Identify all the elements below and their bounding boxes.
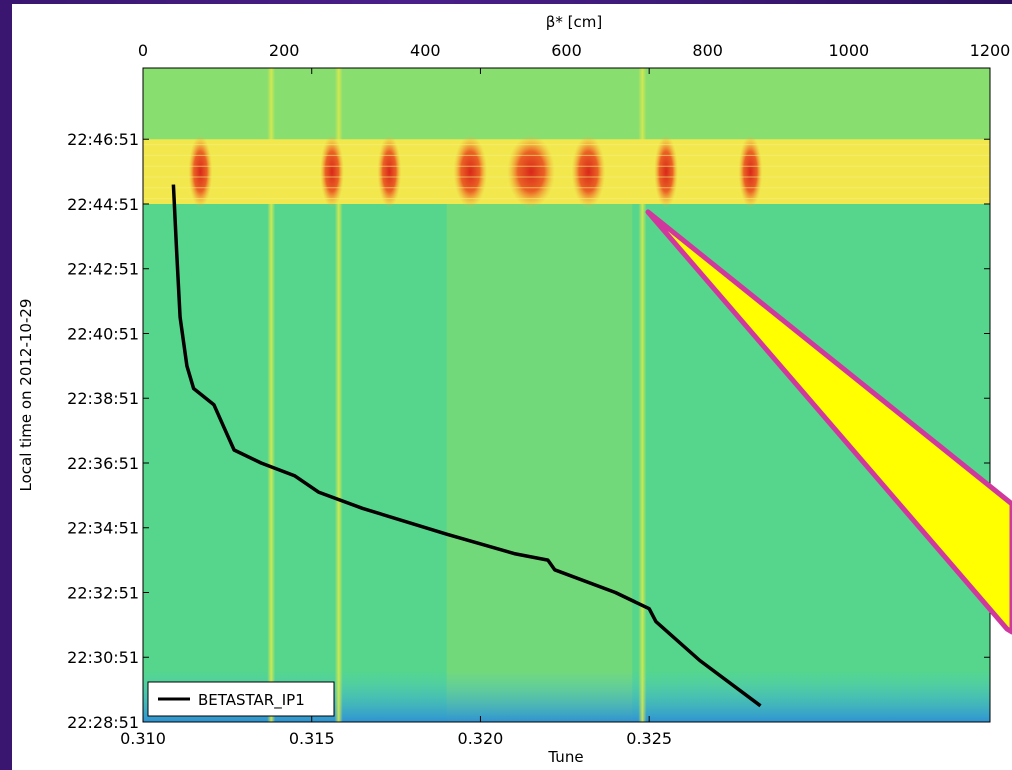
x2-tick-label: 1000 — [828, 41, 869, 60]
callout-wedge — [645, 209, 1012, 635]
hot-spot — [453, 135, 488, 208]
betastar-series-line — [171, 184, 762, 708]
x-axis: 0.310 0.315 0.320 0.325 — [120, 68, 672, 748]
hot-spot — [738, 135, 763, 208]
resonance-line — [267, 68, 276, 722]
y-axis-label: Local time on 2012-10-29 — [17, 299, 35, 492]
y-tick-label: 22:34:51 — [67, 519, 139, 538]
plot-frame — [142, 67, 991, 723]
resonance-line — [334, 68, 343, 722]
hot-spot — [654, 135, 679, 208]
y-tick-label: 22:36:51 — [67, 454, 139, 473]
hot-spot — [377, 135, 402, 208]
hot-spot — [319, 135, 344, 208]
hot-spot — [507, 135, 556, 208]
mid-wash — [446, 203, 633, 722]
y-tick-label: 22:32:51 — [67, 583, 139, 602]
top-wash — [143, 68, 990, 140]
x-tick-label: 0.310 — [120, 729, 166, 748]
x-tick-label: 0.315 — [289, 729, 335, 748]
heatmap-chart: 0.310 0.315 0.320 0.325 0 200 400 600 800 1000 12… — [17, 13, 1012, 766]
y-tick-label: 22:28:51 — [67, 713, 139, 732]
x2-tick-label: 1200 — [970, 41, 1011, 60]
series-layer — [171, 184, 762, 708]
x-tick-label: 0.320 — [458, 729, 504, 748]
x2-tick-label: 800 — [692, 41, 723, 60]
y-tick-label: 22:42:51 — [67, 260, 139, 279]
hot-spot — [188, 135, 213, 208]
x-axis-label: Tune — [547, 748, 583, 766]
legend-entry: BETASTAR_IP1 — [198, 691, 305, 710]
hot-spot — [571, 135, 606, 208]
y-tick-label: 22:40:51 — [67, 324, 139, 343]
x2-tick-label: 0 — [138, 41, 148, 60]
y-tick-label: 22:46:51 — [67, 130, 139, 149]
y-tick-label: 22:44:51 — [67, 195, 139, 214]
x-tick-label: 0.325 — [626, 729, 672, 748]
x2-axis-label: β* [cm] — [546, 13, 602, 31]
y-tick-label: 22:30:51 — [67, 648, 139, 667]
x2-tick-label: 400 — [410, 41, 441, 60]
hot-band — [143, 139, 990, 204]
y-tick-label: 22:38:51 — [67, 389, 139, 408]
resonance-line — [638, 68, 647, 722]
x2-tick-label: 600 — [551, 41, 582, 60]
legend: BETASTAR_IP1 — [147, 681, 335, 717]
chart-panel: 0.310 0.315 0.320 0.325 0 200 400 600 800 1000 12… — [12, 4, 1012, 770]
y-axis: 22:28:51 22:30:51 22:32:51 22:34:51 22:36:51… — [67, 130, 990, 732]
x2-axis: 0 200 400 600 800 1000 1200 — [138, 41, 1010, 60]
x2-tick-label: 200 — [269, 41, 300, 60]
